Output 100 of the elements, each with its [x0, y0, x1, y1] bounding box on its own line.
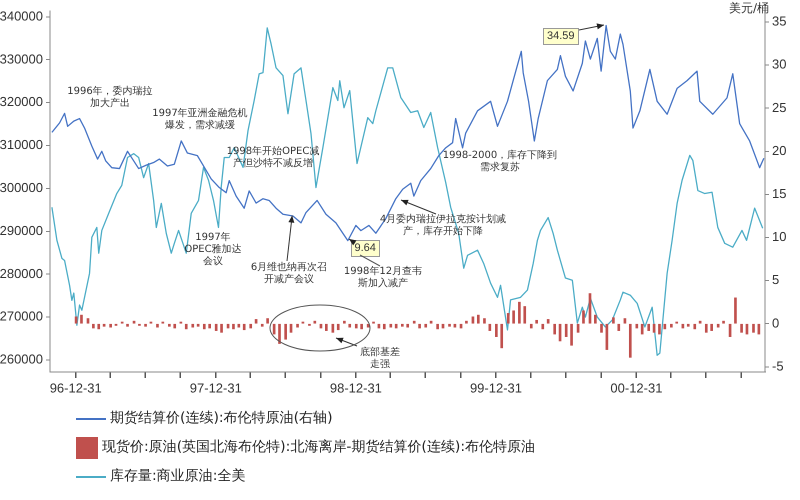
bar	[394, 324, 398, 328]
bar	[635, 324, 638, 328]
y-tick-label: 310000	[0, 137, 43, 152]
bar	[254, 319, 258, 324]
bar	[290, 324, 292, 333]
bar	[325, 324, 328, 331]
bar	[746, 324, 748, 334]
y2-tick-label: 15	[772, 186, 786, 201]
bar	[640, 324, 644, 334]
x-tick-label: 00-12-31	[610, 380, 662, 396]
bar	[132, 320, 136, 324]
annotation: 9.64	[350, 240, 380, 257]
bar	[173, 324, 176, 328]
bar	[553, 324, 556, 334]
bar	[86, 318, 90, 324]
y2-tick-label: 0	[772, 315, 780, 330]
bar	[722, 320, 725, 324]
x-tick-label: 96-12-31	[50, 380, 102, 396]
bar	[518, 302, 521, 324]
bar	[495, 324, 498, 337]
bar	[682, 324, 684, 328]
legend-label: 库存量:商业原油:全美	[110, 467, 246, 486]
bar	[704, 324, 708, 333]
bar	[296, 324, 299, 328]
y-tick-label: 320000	[0, 94, 43, 110]
bar	[652, 324, 656, 333]
bar	[80, 314, 83, 324]
bar	[588, 293, 592, 324]
bar	[570, 324, 573, 346]
bar	[476, 314, 480, 324]
bar	[74, 316, 78, 324]
bar	[576, 324, 580, 333]
bar	[728, 324, 732, 337]
bar	[156, 324, 159, 328]
bar	[600, 324, 603, 333]
bar	[389, 324, 392, 328]
legend-label: 现货价:原油(英国北海布伦特):北海离岸-期货结算价(连续):布伦特原油	[102, 438, 536, 457]
bar	[232, 324, 235, 330]
y-tick-label: 330000	[0, 51, 43, 66]
bar	[237, 324, 240, 328]
bar	[454, 324, 456, 328]
y-tick-label: 280000	[0, 266, 43, 281]
bar	[740, 324, 743, 333]
y-tick-label: 270000	[0, 308, 43, 324]
bar	[523, 306, 526, 324]
annotation: 1997年亚洲金融危机爆发，需求减缓	[151, 108, 249, 132]
bar	[332, 324, 334, 333]
bar	[144, 324, 147, 327]
y2-tick-label: 5	[772, 272, 780, 288]
annotation: 34.59	[543, 28, 579, 45]
y2-tick-label: -5	[772, 358, 784, 374]
bar	[418, 324, 421, 328]
bar	[564, 324, 568, 337]
bar	[208, 324, 211, 328]
bar	[272, 324, 276, 334]
bar	[266, 318, 269, 324]
bar	[612, 317, 615, 324]
bar	[647, 324, 650, 331]
y-tick-label: 260000	[0, 352, 43, 367]
bar	[460, 324, 462, 328]
bar	[624, 318, 626, 324]
bar	[226, 324, 230, 328]
bar	[606, 324, 608, 350]
annotation: 1998年12月查韦斯加入减产	[343, 266, 423, 290]
annotation: 6月维也纳再次召开减产会议	[250, 262, 328, 286]
y-tick-label: 340000	[0, 8, 43, 24]
legend-label: 期货结算价(连续):布伦特原油(右轴)	[110, 409, 333, 428]
bar	[710, 324, 713, 331]
bar	[378, 324, 380, 328]
bar	[506, 313, 510, 324]
bar	[109, 324, 112, 328]
bar	[483, 318, 486, 324]
y2-tick-label: 35	[772, 14, 786, 29]
bar	[670, 324, 673, 328]
bar	[734, 298, 737, 324]
bar	[278, 324, 281, 344]
y2-tick-label: 25	[772, 100, 786, 115]
annotation: 1996年，委内瑞拉加大产出	[67, 86, 153, 109]
bar	[242, 324, 246, 330]
annotation: 1998-2000，库存下降到需求复苏	[442, 150, 558, 174]
bar	[628, 324, 632, 358]
y2-tick-label: 20	[772, 142, 786, 158]
bar	[320, 324, 322, 328]
bar	[354, 324, 358, 328]
bar	[546, 319, 550, 324]
annotation: 底部基差走强	[360, 347, 400, 371]
bar	[535, 320, 538, 324]
y-tick-label: 300000	[0, 180, 43, 195]
x-tick-label: 97-12-31	[190, 380, 242, 396]
bar	[758, 324, 760, 334]
bar	[488, 324, 492, 331]
y2-tick-label: 30	[772, 56, 786, 72]
bar	[191, 324, 194, 328]
bar	[406, 324, 410, 328]
bar	[214, 324, 218, 331]
bar	[336, 324, 340, 330]
bar	[500, 324, 504, 348]
bar	[348, 324, 352, 328]
bar	[752, 324, 755, 333]
bar	[617, 324, 620, 331]
